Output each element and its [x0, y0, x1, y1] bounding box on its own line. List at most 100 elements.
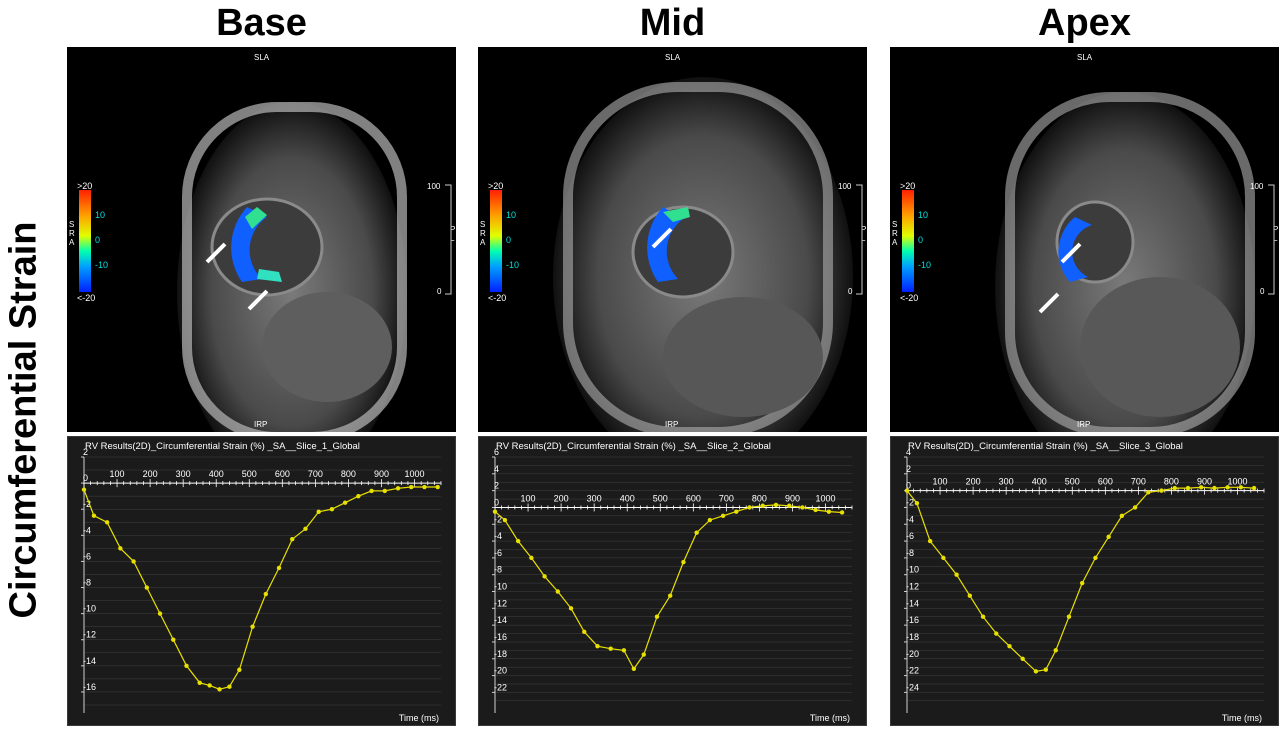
- orientation-top-label: SLA: [1077, 53, 1093, 62]
- strain-data-point: [621, 648, 627, 653]
- x-tick-label: 800: [1164, 477, 1179, 487]
- column-title-apex: Apex: [1038, 2, 1131, 44]
- x-tick-label: 500: [653, 493, 668, 503]
- y-tick-label: -22: [906, 666, 919, 676]
- strain-data-point: [329, 507, 335, 512]
- y-tick-label: -12: [906, 582, 919, 592]
- strain-chart-base: RV Results(2D)_Circumferential Strain (%…: [81, 441, 442, 723]
- y-tick-label: -14: [494, 615, 507, 625]
- strain-series-line: [494, 504, 843, 671]
- orientation-bottom-label: IRP: [1077, 420, 1090, 429]
- x-tick-label: 100: [521, 493, 536, 503]
- strain-data-point: [250, 624, 255, 629]
- y-tick-label: 0: [494, 497, 499, 507]
- strain-data-point: [800, 505, 805, 510]
- scale-label-0: 0: [95, 235, 100, 245]
- strain-data-point: [184, 663, 189, 669]
- strain-data-point: [207, 683, 212, 688]
- orientation-bottom-label: IRP: [254, 420, 267, 429]
- scale-label-10: 10: [918, 210, 928, 220]
- strain-data-point: [760, 503, 765, 508]
- y-tick-label: 2: [906, 464, 911, 474]
- strain-plot-apex: RV Results(2D)_Circumferential Strain (%…: [890, 436, 1279, 726]
- strain-data-point: [681, 559, 686, 565]
- strain-data-point: [747, 505, 752, 510]
- y-tick-label: -12: [83, 630, 96, 640]
- strain-data-point: [927, 538, 933, 544]
- strain-data-point: [839, 510, 845, 515]
- x-tick-label: 500: [1065, 477, 1080, 487]
- strain-data-point: [1043, 667, 1049, 672]
- orientation-top-label: SLA: [254, 53, 270, 62]
- y-tick-label: 6: [494, 447, 499, 457]
- strain-data-point: [502, 517, 508, 523]
- y-tick-label: 0: [906, 481, 911, 491]
- strain-data-point: [81, 487, 87, 492]
- y-tick-label: -10: [906, 565, 919, 575]
- x-tick-label: 200: [143, 469, 158, 479]
- x-tick-label: 700: [308, 469, 323, 479]
- strain-data-point: [980, 614, 986, 619]
- chart-title: RV Results(2D)_Circumferential Strain (%…: [908, 441, 1183, 452]
- y-tick-label: -18: [906, 632, 919, 642]
- strain-data-point: [826, 509, 832, 514]
- strain-data-point: [1225, 485, 1230, 490]
- strain-data-point: [1185, 485, 1191, 491]
- mri-anatomy-mid: [553, 77, 853, 432]
- x-tick-label: 900: [1197, 477, 1212, 487]
- scale-label-0: 0: [918, 235, 923, 245]
- y-tick-label: -20: [906, 649, 919, 659]
- strain-data-point: [707, 517, 713, 523]
- arrow-icon: [1038, 292, 1060, 314]
- strain-chart-mid: RV Results(2D)_Circumferential Strain (%…: [492, 441, 853, 723]
- right-scale-label-max: 100: [427, 182, 441, 191]
- column-title-base: Base: [216, 2, 307, 44]
- strain-data-point: [1172, 485, 1177, 491]
- y-tick-label: -14: [906, 598, 919, 608]
- scale-label-minus10: -10: [506, 260, 519, 270]
- x-tick-label: 300: [999, 477, 1014, 487]
- y-tick-label: -6: [906, 531, 914, 541]
- x-tick-label: 600: [686, 493, 701, 503]
- y-tick-label: -16: [494, 632, 507, 642]
- y-tick-label: -10: [83, 604, 96, 614]
- strain-data-point: [582, 629, 587, 635]
- strain-data-point: [276, 565, 282, 571]
- strain-data-point: [608, 646, 613, 651]
- strain-data-point: [1159, 488, 1164, 493]
- y-tick-label: 4: [906, 447, 911, 457]
- strain-data-point: [515, 538, 521, 544]
- y-tick-label: -4: [494, 531, 502, 541]
- strain-data-point: [1198, 485, 1204, 490]
- strain-chart-apex: RV Results(2D)_Circumferential Strain (%…: [904, 441, 1265, 723]
- strain-data-point: [422, 484, 427, 490]
- scale-label-minus10: -10: [95, 260, 108, 270]
- strain-data-point: [1119, 513, 1125, 519]
- y-tick-label: -22: [494, 682, 507, 692]
- scale-label-min: <-20: [488, 293, 506, 303]
- scale-label-0: 0: [506, 235, 511, 245]
- y-tick-label: 0: [83, 473, 88, 483]
- column-title-mid: Mid: [639, 2, 706, 44]
- y-tick-label: -20: [494, 666, 507, 676]
- strain-data-point: [395, 486, 401, 491]
- y-tick-label: -12: [494, 598, 507, 608]
- x-axis-label: Time (ms): [1222, 713, 1262, 723]
- strain-data-point: [1053, 648, 1058, 653]
- side-title: Circumferential Strain: [0, 0, 48, 732]
- y-tick-label: -18: [494, 649, 507, 659]
- strain-data-point: [1079, 580, 1085, 586]
- arrow-icon: [1060, 242, 1082, 264]
- strain-data-point: [118, 546, 123, 551]
- strain-data-point: [369, 488, 374, 494]
- strain-data-point: [492, 509, 498, 514]
- scale-label-minus10: -10: [918, 260, 931, 270]
- scale-label-min: <-20: [77, 293, 95, 303]
- strain-data-point: [1212, 485, 1217, 491]
- strain-data-point: [694, 530, 699, 535]
- strain-data-point: [157, 611, 163, 616]
- y-tick-label: -10: [494, 582, 507, 592]
